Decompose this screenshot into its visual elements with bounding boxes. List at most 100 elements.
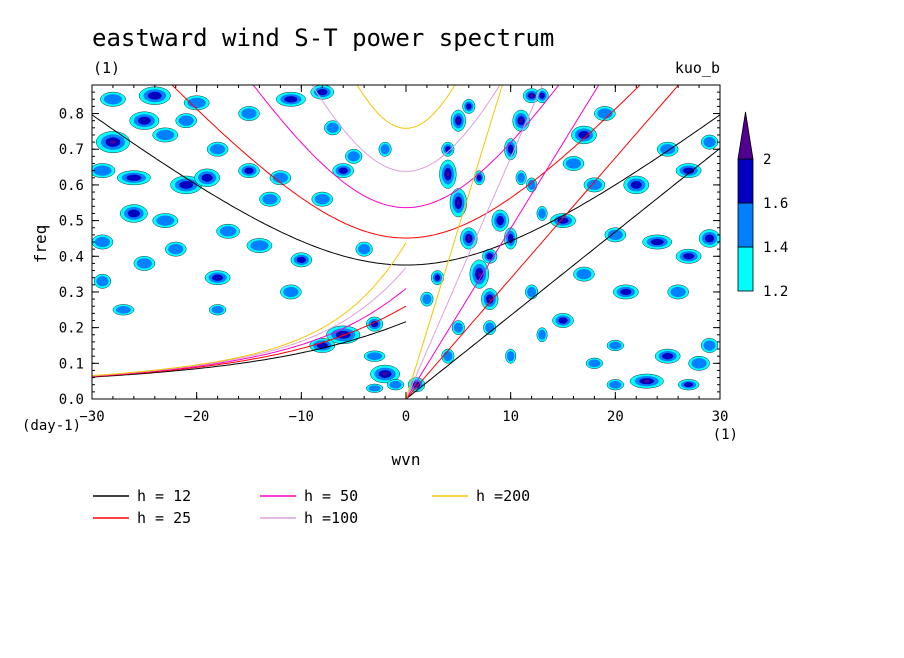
contour-blob-60-level-1	[422, 293, 432, 305]
curve-kelvin-h25	[405, 85, 680, 399]
contour-blob-4-level-3	[110, 140, 116, 144]
contour-blob-74-level-1	[703, 136, 716, 148]
colorbar-label: 2	[763, 152, 771, 168]
contour-blob-70-level-1	[586, 179, 602, 191]
contour-blob-38-level-1	[368, 385, 381, 392]
contour-blob-58-level-2	[476, 174, 482, 181]
legend-label-h50: h = 50	[304, 487, 358, 505]
contour-blob-66-level-1	[538, 329, 546, 340]
contour-blob-28-level-1	[314, 194, 330, 205]
contour-blob-85-level-2	[662, 353, 674, 360]
spectrum-contours	[92, 85, 720, 393]
contour-blob-55-level-1	[527, 179, 536, 191]
contour-blob-68-level-1	[597, 108, 613, 119]
contour-blob-10-level-2	[201, 173, 213, 182]
y-tick-label: 0.4	[59, 249, 84, 265]
contour-blob-92-level-1	[241, 108, 257, 119]
contour-blob-75-level-2	[557, 217, 569, 224]
contour-blob-80-level-1	[576, 268, 592, 280]
y-tick-label: 0.7	[59, 142, 84, 158]
contour-blob-61-level-1	[453, 322, 463, 333]
contour-blob-59-level-2	[434, 274, 441, 281]
y-tick-label: 0.5	[59, 214, 84, 230]
contour-blob-64-level-1	[527, 286, 537, 298]
contour-blob-73-level-2	[683, 167, 695, 174]
contour-blob-20-level-1	[115, 305, 131, 314]
contour-blob-44-level-3	[467, 236, 471, 241]
contour-blob-56-level-1	[538, 208, 546, 219]
colorbar-label: 1.2	[763, 284, 788, 300]
legend-label-h200: h =200	[476, 487, 530, 505]
colorbar: 1.2 1.4 1.6 2	[737, 111, 788, 300]
legend-label-h12: h = 12	[137, 487, 191, 505]
contour-blob-76-level-1	[607, 229, 623, 241]
contour-blob-5-level-1	[156, 129, 175, 141]
chart-title: eastward wind S-T power spectrum	[92, 24, 554, 52]
contour-blob-17-level-1	[136, 258, 152, 269]
x-tick-label: 0	[402, 409, 410, 425]
legend: h = 12 h = 25 h = 50 h =100 h =200	[93, 487, 530, 527]
curve-mixed-rossby-gravity-h200	[92, 242, 407, 377]
contour-blob-82-level-1	[670, 286, 686, 298]
contour-blob-2-level-1	[187, 97, 206, 108]
contour-blob-1-level-2	[147, 91, 162, 100]
contour-blob-84-level-1	[609, 341, 622, 350]
contour-blob-23-level-2	[317, 88, 328, 96]
contour-blob-90-level-1	[703, 340, 716, 351]
curve-inertio-gravity-h25	[171, 85, 641, 239]
colorbar-segment-0	[737, 246, 754, 292]
contour-blob-30-level-2	[244, 167, 254, 174]
contour-blob-62-level-1	[443, 351, 453, 362]
contour-blob-26-level-1	[380, 144, 390, 155]
contour-blob-71-level-2	[630, 180, 642, 189]
contour-blob-69-level-1	[565, 158, 582, 169]
contour-blob-65-level-1	[506, 351, 515, 362]
y-tick-label: 0.8	[59, 107, 84, 123]
x-tick-label: 30	[712, 409, 729, 425]
curve-mixed-rossby-gravity-h12	[92, 321, 407, 378]
contour-blob-88-level-2	[683, 382, 694, 388]
x-tick-label: 20	[607, 409, 624, 425]
y-tick-label: 0.6	[59, 178, 84, 194]
y-tick-label: 0.0	[59, 392, 84, 408]
contour-blob-14-level-1	[250, 240, 269, 251]
colorbar-label: 1.4	[763, 240, 788, 256]
chart-subtitle-left: (1)	[93, 59, 120, 77]
contour-blob-87-level-3	[644, 379, 650, 383]
x-tick-label: 10	[502, 409, 519, 425]
contour-blob-77-level-2	[650, 238, 664, 246]
curve-inertio-gravity-h200	[356, 85, 456, 129]
contour-blob-12-level-1	[156, 215, 175, 226]
y-tick-label: 0.2	[59, 321, 84, 337]
x-tick-label: −30	[79, 409, 104, 425]
x-tick-label: −10	[289, 409, 314, 425]
contour-blob-42-level-3	[456, 200, 460, 206]
contour-blob-96-level-1	[168, 243, 184, 255]
contour-blob-89-level-1	[609, 380, 622, 389]
contour-blob-35-level-1	[367, 352, 383, 361]
contour-blob-25-level-2	[338, 167, 348, 174]
legend-label-h25: h = 25	[137, 509, 191, 527]
y-tick-label: 0.1	[59, 356, 84, 372]
contour-blob-15-level-2	[296, 256, 306, 263]
contour-blob-81-level-2	[620, 288, 632, 296]
plot-frame	[91, 84, 721, 400]
colorbar-arrow	[737, 111, 754, 160]
contour-blob-67-level-2	[578, 131, 590, 139]
colorbar-label: 1.6	[763, 196, 788, 212]
x-axis-label: wvn	[392, 450, 421, 469]
contour-blob-21-level-1	[211, 305, 224, 314]
contour-blob-49-level-2	[496, 215, 504, 226]
colorbar-segment-2	[737, 158, 754, 204]
contour-blob-78-level-2	[683, 253, 695, 260]
x-unit-label: (1)	[713, 427, 738, 443]
contour-blob-86-level-1	[691, 358, 707, 369]
contour-blob-54-level-2	[507, 144, 514, 154]
contour-blob-57-level-1	[517, 172, 525, 183]
contour-blob-43-level-3	[456, 118, 460, 123]
contour-blob-8-level-2	[126, 174, 142, 181]
curve-kelvin-h100	[405, 85, 543, 399]
contour-blob-52-level-3	[530, 94, 534, 98]
contour-blob-16-level-1	[94, 236, 111, 248]
